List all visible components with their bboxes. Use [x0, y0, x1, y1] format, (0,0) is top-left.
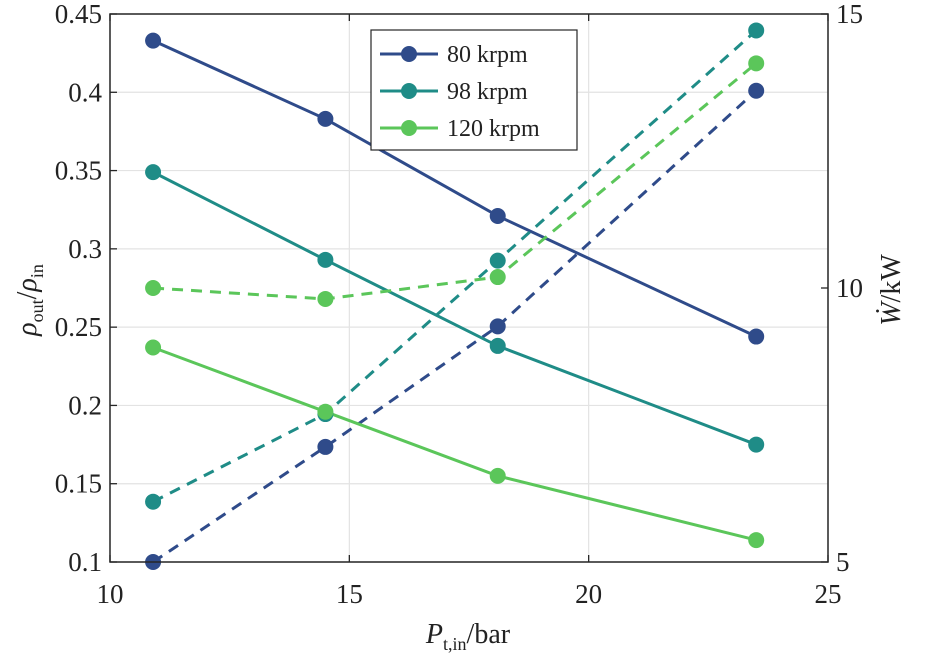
y-right-tick-label: 5: [836, 547, 850, 577]
density-line-80-krpm: [152, 39, 757, 338]
density-point-120-krpm: [489, 467, 506, 484]
axis-tick-labels: 10 15 20 25 0.1 0.15 0.2 0.25 0.3 0.35 0.4 0.45 5 10 1…: [55, 0, 863, 609]
density-line-98-krpm: [152, 170, 757, 446]
y-left-tick-label: 0.3: [68, 234, 102, 264]
y-left-tick-label: 0.2: [68, 390, 102, 420]
y-right-tick-label: 10: [836, 273, 863, 303]
power-point-120-krpm: [748, 55, 765, 72]
density-point-120-krpm: [145, 339, 162, 356]
power-point-80-krpm: [489, 318, 506, 335]
legend-marker-98-krpm: [401, 83, 417, 99]
power-point-120-krpm: [317, 290, 334, 307]
y-right-tick-label: 15: [836, 0, 863, 29]
y-axis-right-label: Ẇ/kW: [876, 254, 907, 326]
density-point-80-krpm: [145, 32, 162, 49]
power-point-98-krpm: [145, 493, 162, 510]
x-tick-label: 20: [575, 579, 602, 609]
x-tick-label: 25: [815, 579, 842, 609]
y-left-tick-label: 0.35: [55, 156, 102, 186]
density-point-80-krpm: [748, 328, 765, 345]
power-line-98-krpm: [152, 29, 758, 504]
y-left-tick-label: 0.25: [55, 312, 102, 342]
density-point-120-krpm: [317, 403, 334, 420]
legend-label-98-krpm: 98 krpm: [447, 79, 528, 105]
power-point-98-krpm: [489, 252, 506, 269]
y-left-tick-label: 0.45: [55, 0, 102, 29]
power-line-80-krpm: [152, 89, 758, 564]
density-line-120-krpm: [152, 346, 757, 542]
density-point-80-krpm: [317, 110, 334, 127]
y-left-tick-label: 0.1: [68, 547, 102, 577]
power-point-120-krpm: [145, 280, 162, 296]
power-line-120-krpm: [152, 62, 758, 301]
y-left-tick-label: 0.4: [68, 77, 102, 107]
x-axis-label: Pt,in/bar: [425, 619, 511, 654]
density-point-98-krpm: [489, 337, 506, 354]
series-lines: [152, 29, 758, 564]
legend-label-120-krpm: 120 krpm: [447, 116, 540, 142]
legend: 80 krpm 98 krpm 120 krpm: [370, 29, 578, 151]
density-point-120-krpm: [748, 532, 765, 549]
legend-marker-80-krpm: [401, 46, 417, 62]
power-point-80-krpm: [748, 82, 765, 99]
density-point-98-krpm: [317, 251, 334, 268]
power-point-120-krpm: [489, 269, 506, 286]
axis-ticks: [109, 13, 829, 563]
legend-marker-120-krpm: [401, 120, 417, 136]
density-point-80-krpm: [489, 207, 506, 224]
power-point-80-krpm: [317, 438, 334, 455]
x-tick-label: 10: [97, 579, 124, 609]
y-left-tick-label: 0.15: [55, 469, 102, 499]
density-point-98-krpm: [748, 436, 765, 453]
x-tick-label: 15: [336, 579, 363, 609]
series-points: [145, 22, 765, 570]
y-axis-left-label: ρout/ρin: [12, 264, 47, 337]
legend-label-80-krpm: 80 krpm: [447, 42, 528, 68]
density-point-98-krpm: [145, 164, 162, 181]
power-point-98-krpm: [748, 22, 765, 39]
